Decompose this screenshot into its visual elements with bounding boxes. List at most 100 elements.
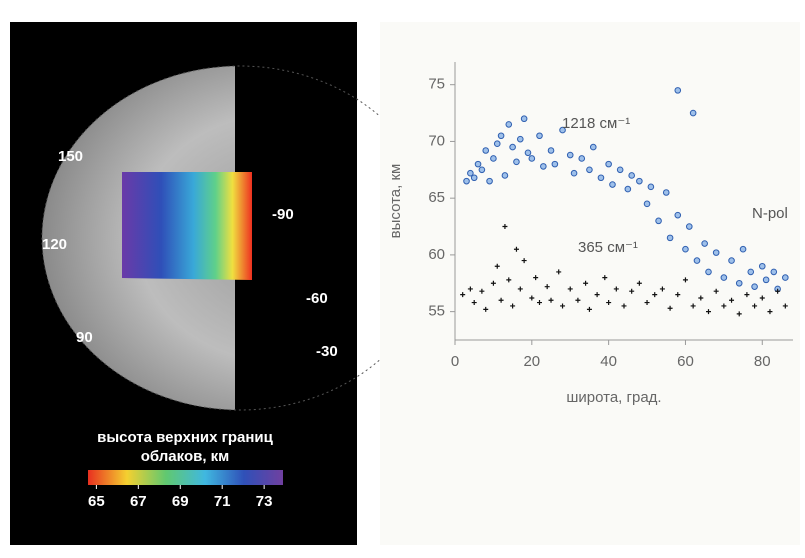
point	[674, 87, 682, 94]
point	[636, 280, 642, 286]
point	[674, 211, 682, 219]
point	[616, 166, 624, 174]
point	[474, 160, 482, 168]
point	[762, 276, 770, 284]
point	[652, 292, 658, 298]
point	[705, 268, 712, 276]
point	[628, 172, 635, 179]
point	[486, 177, 493, 185]
point	[516, 135, 524, 143]
point	[575, 297, 581, 303]
point	[644, 300, 650, 306]
point	[751, 283, 758, 290]
point	[528, 155, 536, 162]
point	[497, 132, 505, 140]
point	[698, 295, 704, 301]
longitude-label: 150	[58, 148, 83, 165]
point	[529, 295, 535, 301]
point	[758, 262, 766, 270]
point	[509, 143, 516, 151]
point	[513, 158, 520, 166]
point	[767, 309, 773, 315]
point	[479, 288, 485, 294]
point	[586, 166, 593, 174]
point	[551, 160, 559, 168]
point	[736, 311, 742, 317]
point	[712, 249, 720, 256]
point	[501, 172, 509, 179]
colorbar-tick-label: 71	[214, 493, 231, 510]
point	[586, 306, 592, 312]
point	[609, 181, 616, 188]
point	[606, 300, 612, 306]
point	[493, 140, 501, 147]
colorbar-tick-label: 67	[130, 493, 147, 510]
point	[502, 224, 508, 230]
point	[467, 286, 473, 292]
point	[682, 245, 689, 253]
point	[782, 274, 789, 281]
point	[594, 292, 600, 298]
point	[498, 297, 504, 303]
point	[629, 288, 635, 294]
point	[570, 169, 578, 177]
point	[482, 147, 490, 154]
chart-panel	[380, 22, 800, 545]
point	[490, 155, 497, 162]
point	[739, 245, 747, 253]
point	[643, 200, 651, 208]
point	[521, 258, 527, 264]
point	[728, 257, 735, 264]
point	[701, 240, 708, 247]
point	[682, 277, 688, 283]
longitude-label: 120	[42, 236, 67, 253]
point	[566, 151, 574, 159]
point	[605, 160, 612, 168]
colorbar-title: высота верхних границ	[97, 429, 274, 446]
point	[752, 303, 758, 309]
x-tick-label: 0	[451, 353, 459, 370]
point	[510, 303, 516, 309]
point	[613, 286, 619, 292]
point	[706, 309, 711, 315]
point	[729, 297, 735, 303]
point	[494, 263, 500, 269]
y-axis-label: высота, км	[387, 164, 404, 239]
latitude-label: -60	[306, 290, 328, 307]
colorbar-title: облаков, км	[141, 448, 230, 465]
point	[517, 286, 523, 292]
point	[735, 279, 743, 287]
point	[636, 177, 643, 185]
point	[621, 303, 627, 309]
x-axis-label: широта, град.	[566, 389, 661, 406]
point	[583, 280, 589, 286]
y-tick-label: 65	[428, 189, 445, 206]
point	[685, 223, 693, 230]
x-tick-label: 60	[677, 353, 694, 370]
point	[578, 155, 586, 162]
venus-labels: 150 120 90 -90 -60 -30 65 67 69 71 73	[42, 148, 338, 510]
latitude-label: -30	[316, 343, 338, 360]
y-tick-label: 70	[428, 132, 445, 149]
point	[556, 269, 562, 275]
x-tick-label: 80	[754, 353, 771, 370]
point	[548, 297, 554, 303]
point	[602, 275, 608, 281]
point	[759, 295, 765, 301]
longitude-label: 90	[76, 329, 93, 346]
point	[547, 147, 555, 154]
point	[720, 274, 728, 281]
point	[470, 174, 478, 182]
point	[536, 132, 543, 140]
point	[524, 149, 532, 157]
point	[560, 303, 566, 309]
colorbar-tick-label: 73	[256, 493, 273, 510]
cloud-map	[122, 172, 252, 280]
point	[667, 305, 673, 311]
point	[471, 300, 477, 306]
point	[770, 268, 778, 276]
point	[690, 303, 696, 309]
series-label: 365 см⁻¹	[578, 239, 638, 256]
point	[513, 246, 519, 252]
